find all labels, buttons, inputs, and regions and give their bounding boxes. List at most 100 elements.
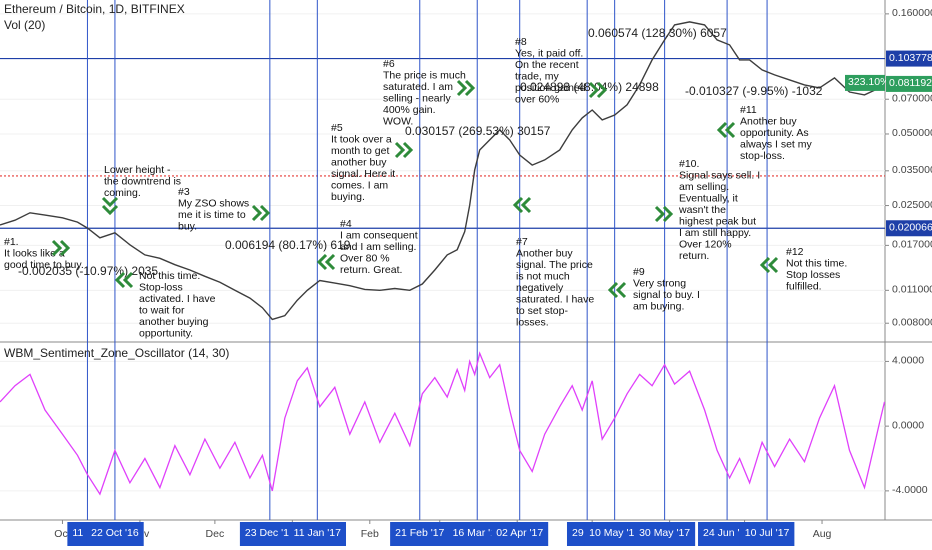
note-line: Over 120% <box>679 239 732 251</box>
chevron <box>654 205 674 223</box>
chevron <box>759 256 779 274</box>
oscillator-title: WBM_Sentiment_Zone_Oscillator (14, 30) <box>4 346 229 360</box>
note-line: 400% gain. <box>383 104 436 116</box>
note-line: activated. I have <box>139 293 216 305</box>
marker-date-box <box>739 522 795 546</box>
marker-date-label: 24 Jun '17 <box>703 527 751 539</box>
level-label-box <box>886 220 932 237</box>
x-tick-label: Oct <box>54 528 70 540</box>
note-line: I am still happy. <box>679 227 751 239</box>
note-line: return. <box>679 250 709 262</box>
note-line: Very strong <box>633 278 686 290</box>
note-line: good time to buy. <box>4 259 84 271</box>
note-line: buy. <box>178 221 197 233</box>
measurement-label: 0.060574 (128.30%) 6057 <box>588 26 727 40</box>
note-line: Another buy <box>740 116 797 128</box>
y-tick-label: 4.0000 <box>892 355 924 367</box>
x-tick-label: Dec <box>206 528 225 540</box>
note-line: another buying <box>139 316 209 328</box>
note-line: me it is time to <box>178 209 246 221</box>
chevron <box>512 196 532 214</box>
level-label-box <box>886 50 932 67</box>
note-line: signal to buy. I <box>633 289 700 301</box>
note-line: saturated. I have <box>516 294 594 306</box>
note-line: #12 <box>786 246 804 258</box>
note-line: the downtrend is <box>104 176 181 188</box>
note-line: WOW. <box>383 116 413 128</box>
note-line: losses. <box>516 317 549 329</box>
note-line: coming. <box>104 187 141 199</box>
note-line: #9 <box>633 266 645 278</box>
marker-date: 30 May '17 <box>634 522 696 546</box>
marker-date-box <box>491 522 549 546</box>
y-tick-label: 0.025000 <box>892 199 932 211</box>
chevron <box>114 271 134 289</box>
note-line: Another buy <box>516 248 573 260</box>
note-line: #3 <box>178 186 190 198</box>
note-line: Signal says sell. I <box>679 170 760 182</box>
note-line: #11 <box>740 104 757 116</box>
marker-date-label: 22 Oct '16 <box>91 527 139 539</box>
note-line: return. Great. <box>340 264 402 276</box>
note-line: stop-loss. <box>740 150 785 162</box>
note-line: Stop losses <box>786 269 840 281</box>
note-line: I am consequent <box>340 230 418 242</box>
note-line: Yes, it paid off. <box>515 48 583 60</box>
note-line: over 60% <box>515 94 559 106</box>
note-line: The price is much <box>383 70 466 82</box>
marker-date: 10 Jul '17 <box>739 522 795 546</box>
marker-date: 02 Apr '17 <box>491 522 549 546</box>
marker-date-label: 10 Jul '17 <box>745 527 790 539</box>
note-line: On the recent <box>515 59 579 71</box>
level-label: 0.103778 <box>889 52 932 64</box>
note-line: wasn't the <box>678 204 726 216</box>
chevron <box>251 204 271 222</box>
x-tick-label: Feb <box>361 528 379 540</box>
change-box <box>845 74 885 91</box>
note-line: #6 <box>383 58 395 70</box>
chevron <box>588 81 608 99</box>
x-tick-label: Aug <box>813 528 832 540</box>
note-line: It took over a <box>331 134 392 146</box>
chevron <box>607 281 627 299</box>
y-tick-label: 0.050000 <box>892 127 932 139</box>
marker-date-box <box>634 522 696 546</box>
chart-title: Ethereum / Bitcoin, 1D, BITFINEX <box>4 2 185 16</box>
measurement-label: 0.006194 (80.17%) 619 <box>225 238 351 252</box>
marker-date-label: 23 Dec '16 <box>245 527 295 539</box>
marker-date-box <box>288 522 347 546</box>
note-line: Over 80 % <box>340 253 390 265</box>
note-line: position gained <box>515 82 586 94</box>
note-line: opportunity. <box>139 328 193 340</box>
chevron <box>716 121 736 139</box>
note-line: #4 <box>340 218 352 230</box>
chevron <box>101 196 119 216</box>
note-line: another buy <box>331 157 387 169</box>
marker-date: 22 Oct '16 <box>86 522 144 546</box>
note-line: Lower height - <box>104 164 171 176</box>
note-line: month to get <box>331 145 389 157</box>
marker-date: 21 Feb '17 <box>390 522 450 546</box>
note-line: trade, my <box>515 71 560 83</box>
note-line: am selling. <box>679 181 729 193</box>
y-tick-label: 0.035000 <box>892 164 932 176</box>
note-line: always I set my <box>740 139 813 151</box>
note-line: It looks like a <box>4 248 65 260</box>
measurement-label: -0.010327 (-9.95%) -1032 <box>685 84 823 98</box>
marker-date: 11 Jan '17 <box>288 522 347 546</box>
y-tick-label: 0.008000 <box>892 316 932 328</box>
marker-date-label: 21 Feb '17 <box>395 527 444 539</box>
measurement-label: 0.030157 (269.53%) 30157 <box>405 124 551 138</box>
note-line: opportunity. As <box>740 127 809 139</box>
note-line: highest peak but <box>679 216 756 228</box>
measurement-label: 0.024898 (48.04%) 24898 <box>520 80 659 94</box>
note-line: is not much <box>516 271 570 283</box>
level-label: 0.020066 <box>889 221 932 233</box>
note-line: Not this time. <box>139 270 200 282</box>
marker-date-label: 10 May '17 <box>589 527 640 539</box>
price-line <box>0 21 885 321</box>
change-label: 323.10% <box>848 76 889 88</box>
note-line: saturated. I am <box>383 81 453 93</box>
